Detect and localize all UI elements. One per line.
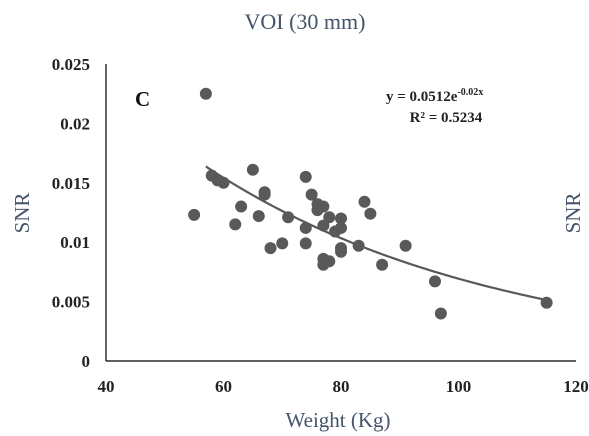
data-point (229, 218, 242, 231)
x-axis- ticks: 40 60 80 100 120 (98, 377, 589, 396)
data-point (540, 296, 553, 309)
data-point (199, 87, 212, 100)
data-point (376, 258, 389, 271)
data-point (323, 211, 336, 224)
y-axis-label-right: SNR (561, 193, 585, 234)
data-point (434, 307, 447, 320)
data-point (364, 207, 377, 220)
r-squared-label: R² = 0.5234 (410, 110, 483, 126)
data-point (429, 275, 441, 288)
y-tick-label: 0 (82, 352, 91, 371)
data-points (188, 87, 553, 320)
y-axis-ticks: 0 0.005 0.01 0.015 0.02 0.025 (52, 55, 90, 371)
y-tick-label: 0.015 (52, 174, 90, 193)
trendline-equation-exponent: -0.02x (457, 87, 483, 98)
data-point (282, 211, 295, 224)
data-point (299, 237, 312, 250)
trendline-equation-base: y = 0.0512e (386, 89, 458, 105)
y-tick-label: 0.005 (52, 293, 90, 312)
y-tick-label: 0.025 (52, 55, 90, 74)
data-point (246, 163, 259, 176)
exponential-trendline (205, 165, 547, 302)
x-tick-label: 100 (446, 377, 472, 396)
data-point (235, 200, 248, 213)
data-point (299, 221, 312, 234)
data-point (352, 239, 365, 252)
data-point (305, 188, 318, 201)
chart-title: VOI (30 mm) (245, 9, 366, 34)
panel-label: C (135, 87, 150, 111)
data-point (317, 219, 330, 232)
data-point (399, 239, 412, 252)
y-tick-label: 0.01 (60, 233, 90, 252)
trendline-equation: y = 0.0512e-0.02x (386, 87, 483, 105)
x-tick-label: 80 (333, 377, 350, 396)
data-point (317, 200, 330, 213)
data-point (188, 208, 201, 221)
data-point (264, 242, 277, 255)
y-tick-label: 0.02 (60, 114, 90, 133)
data-point (276, 237, 289, 250)
x-tick-label: 120 (563, 377, 589, 396)
data-point (217, 176, 230, 189)
x-tick-label: 60 (215, 377, 232, 396)
x-axis-label: Weight (Kg) (285, 408, 390, 432)
x-tick-label: 40 (98, 377, 115, 396)
data-point (335, 245, 347, 258)
data-point (299, 170, 312, 183)
y-axis-label: SNR (10, 193, 34, 234)
data-point (252, 210, 265, 223)
data-point (335, 221, 347, 234)
data-point (335, 212, 347, 225)
data-point (323, 255, 336, 268)
data-point (258, 188, 271, 201)
data-point (358, 195, 371, 208)
